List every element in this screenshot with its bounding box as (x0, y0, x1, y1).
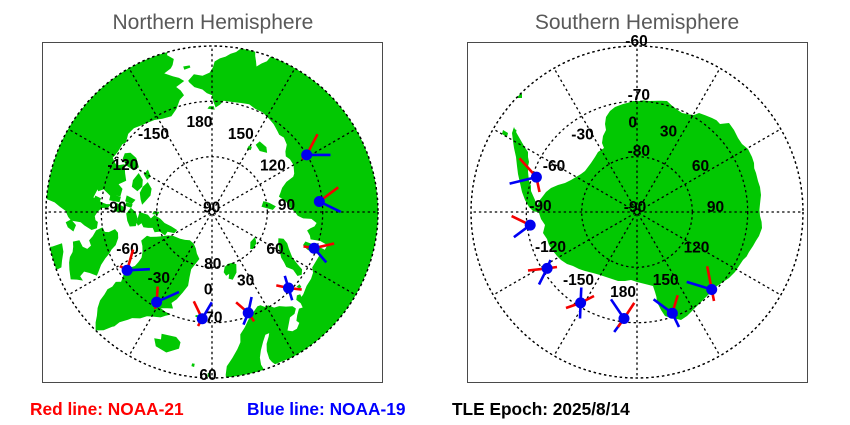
svg-text:-30: -30 (148, 270, 170, 287)
svg-text:-30: -30 (571, 127, 593, 144)
svg-text:TLE Epoch: 2025/8/14: TLE Epoch: 2025/8/14 (452, 399, 630, 419)
svg-text:-80: -80 (628, 143, 650, 160)
svg-text:Red line: NOAA-21: Red line: NOAA-21 (30, 399, 184, 419)
svg-text:-90: -90 (624, 199, 646, 216)
svg-text:-60: -60 (625, 33, 647, 50)
svg-text:Northern Hemisphere: Northern Hemisphere (113, 11, 314, 34)
svg-text:-90: -90 (529, 198, 551, 215)
svg-text:120: 120 (684, 240, 710, 257)
svg-text:150: 150 (653, 272, 679, 289)
svg-text:0: 0 (204, 282, 213, 299)
svg-text:120: 120 (260, 157, 286, 174)
svg-text:150: 150 (228, 126, 254, 143)
svg-text:-60: -60 (543, 158, 565, 175)
svg-text:-150: -150 (563, 272, 594, 289)
svg-text:70: 70 (205, 310, 222, 327)
svg-text:-150: -150 (138, 126, 169, 143)
svg-text:90: 90 (278, 197, 295, 214)
svg-text:Blue line: NOAA-19: Blue line: NOAA-19 (247, 399, 405, 419)
svg-text:-70: -70 (628, 87, 650, 104)
svg-text:30: 30 (660, 124, 677, 141)
svg-text:180: 180 (610, 284, 636, 301)
svg-text:60: 60 (199, 367, 216, 384)
svg-text:Southern Hemisphere: Southern Hemisphere (535, 11, 739, 34)
svg-text:-60: -60 (116, 241, 138, 258)
svg-text:-120: -120 (107, 157, 138, 174)
svg-text:0: 0 (628, 115, 637, 132)
svg-text:60: 60 (266, 241, 283, 258)
svg-text:90: 90 (707, 199, 724, 216)
svg-text:-120: -120 (535, 239, 566, 256)
svg-text:90: 90 (203, 200, 220, 217)
svg-text:30: 30 (237, 273, 254, 290)
svg-text:180: 180 (186, 114, 212, 131)
svg-text:-90: -90 (104, 200, 126, 217)
svg-text:60: 60 (692, 158, 709, 175)
svg-text:80: 80 (204, 256, 221, 273)
